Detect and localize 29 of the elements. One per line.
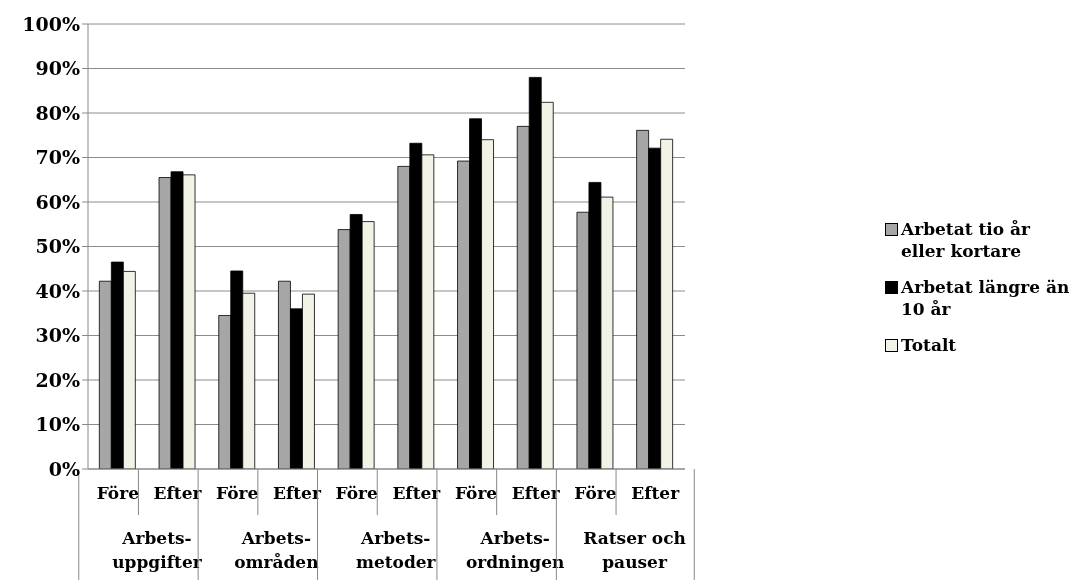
text: Arbets- metoder [355,528,437,572]
text: Arbets- ordningen [465,528,565,572]
text: Arbets- uppgifter [112,528,203,572]
legend-label: Arbetat tio år eller kortare [901,218,1032,262]
y-tick-label: 30% [35,324,80,347]
y-tick-label: 10% [35,413,80,436]
x-tick-label: Före [96,483,140,503]
y-tick-label: 50% [35,235,80,258]
x-tick-label: Före [335,483,378,503]
y-tick-label: 90% [35,57,80,80]
y-tick-label: 70% [35,146,80,169]
y-tick-label: 100% [22,12,80,35]
x-tick-label: Före [216,483,259,503]
x-tick-label: Efter [273,483,322,503]
x-tick-label: Efter [392,483,442,503]
y-tick-label: 0% [48,457,80,480]
y-tick-label: 40% [35,279,80,302]
y-tick-label: 20% [35,368,80,391]
x-tick-label: Efter [511,483,561,503]
x-tick-label: Efter [631,483,681,503]
y-tick-label: 60% [35,190,80,213]
x-tick-label: Efter [153,483,203,503]
legend-label: Totalt [901,334,957,356]
y-tick-label: 80% [35,101,80,124]
text: Ratser och pauser [583,528,686,572]
text: Arbets- områden [234,528,319,572]
x-tick-label: Före [574,483,617,503]
legend-label: Arbetat längre än 10 år [901,276,1070,320]
x-tick-label: Före [454,483,498,503]
